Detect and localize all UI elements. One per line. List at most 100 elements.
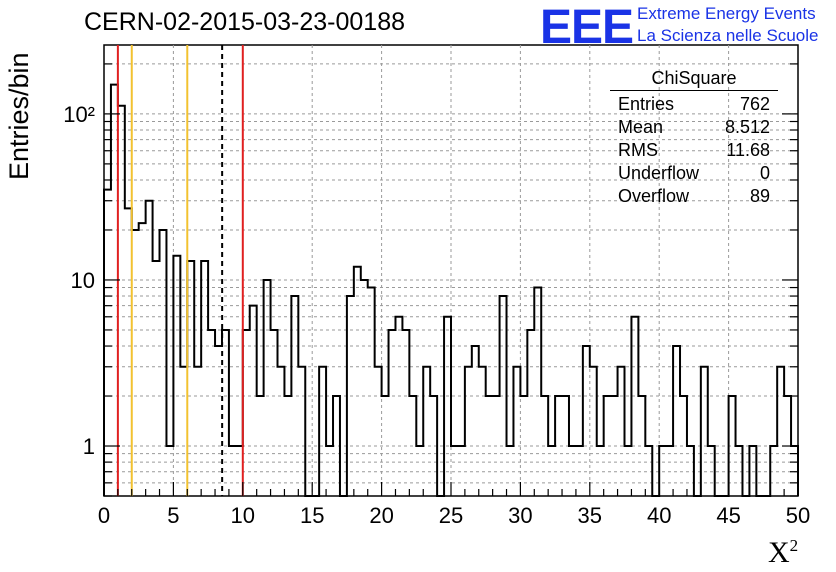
- eee-logo: EEE: [540, 1, 634, 54]
- stats-label: Underflow: [618, 163, 700, 183]
- histogram-bin: [375, 367, 382, 496]
- reference-lines: [116, 45, 244, 496]
- histogram-bin: [264, 280, 271, 496]
- histogram-bin: [729, 396, 736, 496]
- histogram-bin: [458, 446, 465, 496]
- histogram-bin: [576, 446, 583, 496]
- histogram-bin: [555, 396, 562, 496]
- histogram-bin: [278, 367, 285, 496]
- histogram-bin: [146, 201, 153, 496]
- x-axis-label: X2: [768, 536, 798, 570]
- histogram-bin: [208, 330, 215, 496]
- histogram-bin: [402, 330, 409, 496]
- stats-title: ChiSquare: [610, 68, 778, 91]
- histogram-bin: [139, 223, 146, 496]
- stats-label: Mean: [618, 117, 664, 137]
- histogram-bin: [319, 367, 326, 496]
- logo-subtitle-2: La Scienza nelle Scuole: [637, 26, 819, 45]
- histogram-bin: [250, 306, 257, 496]
- stats-value: 8.512: [724, 117, 770, 137]
- x-tick-label: 35: [578, 503, 602, 528]
- histogram-outline: [103, 83, 799, 497]
- histogram-bin: [659, 446, 666, 496]
- histogram-bin: [611, 396, 618, 496]
- histogram-bin: [527, 330, 534, 496]
- y-tick-label: 10: [71, 268, 95, 293]
- histogram-bin: [451, 446, 458, 496]
- axes: 0 5 10 15 20 25 30 35 40 45 50 1 10 10²: [63, 63, 810, 528]
- histogram-bin: [638, 396, 645, 496]
- histogram-bin: [180, 367, 187, 496]
- histogram-bin: [736, 446, 743, 496]
- histogram-bin: [520, 396, 527, 496]
- histogram-bin: [416, 446, 423, 496]
- histogram-bin: [777, 367, 784, 496]
- histogram-bin: [153, 261, 160, 496]
- histogram-bin: [132, 230, 139, 496]
- x-tick-label: 20: [369, 503, 393, 528]
- histogram-bin: [472, 346, 479, 496]
- histogram-bin: [507, 446, 514, 496]
- histogram-bin: [534, 288, 541, 496]
- x-tick-label: 40: [647, 503, 671, 528]
- stats-label: RMS: [618, 140, 658, 160]
- stats-label: Overflow: [618, 186, 690, 206]
- histogram-bin: [326, 446, 333, 496]
- histogram-bin: [604, 396, 611, 496]
- histogram-bin: [749, 446, 756, 496]
- histogram-bin: [243, 330, 250, 496]
- histogram-bin: [166, 446, 173, 496]
- histogram-bin: [500, 296, 507, 496]
- x-tick-label: 50: [786, 503, 810, 528]
- y-tick-label: 1: [83, 434, 95, 459]
- histogram-bin: [118, 106, 125, 496]
- stats-row: RMS 11.68: [610, 139, 778, 162]
- histogram-bin: [493, 396, 500, 496]
- histogram-bin: [333, 396, 340, 496]
- histogram-bin: [513, 367, 520, 496]
- histogram-series: [103, 83, 799, 497]
- histogram-bin: [479, 367, 486, 496]
- stats-value: 11.68: [726, 140, 770, 160]
- histogram-bin: [194, 367, 201, 496]
- x-tick-label: 10: [231, 503, 255, 528]
- stats-label: Entries: [618, 94, 675, 114]
- histogram-bin: [569, 446, 576, 496]
- histogram-bin: [201, 261, 208, 496]
- histogram-bin: [444, 317, 451, 496]
- stats-row: Underflow 0: [610, 162, 778, 185]
- histogram-bin: [284, 396, 291, 496]
- histogram-bin: [430, 396, 437, 496]
- histogram-bin: [486, 396, 493, 496]
- histogram-bin: [597, 446, 604, 496]
- x-tick-label: 25: [439, 503, 463, 528]
- histogram-bin: [701, 367, 708, 496]
- y-tick-label: 10²: [63, 102, 95, 127]
- chart-title: CERN-02-2015-03-23-00188: [84, 8, 406, 36]
- histogram-bin: [215, 346, 222, 496]
- histogram-bin: [631, 317, 638, 496]
- histogram-bin: [618, 367, 625, 496]
- histogram-bin: [389, 330, 396, 496]
- histogram-bin: [229, 446, 236, 496]
- histogram-bin: [548, 446, 555, 496]
- stats-value: 89: [749, 186, 770, 206]
- stats-row: Entries 762: [610, 93, 778, 116]
- x-tick-label: 45: [716, 503, 740, 528]
- histogram-bin: [291, 296, 298, 496]
- histogram-bin: [160, 230, 167, 496]
- grid: [104, 45, 798, 496]
- histogram-bin: [368, 288, 375, 496]
- histogram-bin: [423, 367, 430, 496]
- x-axis-label-base: X: [768, 536, 790, 569]
- histogram-bin: [361, 280, 368, 496]
- histogram-bin: [541, 396, 548, 496]
- y-axis-label: Entries/bin: [4, 52, 34, 180]
- histogram-bin: [257, 396, 264, 496]
- histogram-bin: [590, 367, 597, 496]
- stats-box: ChiSquare Entries 762 Mean 8.512 RMS 11.68 …: [610, 68, 778, 208]
- histogram-bin: [104, 190, 111, 496]
- logo-subtitle-1: Extreme Energy Events: [637, 4, 816, 23]
- stats-row: Overflow 89: [610, 185, 778, 208]
